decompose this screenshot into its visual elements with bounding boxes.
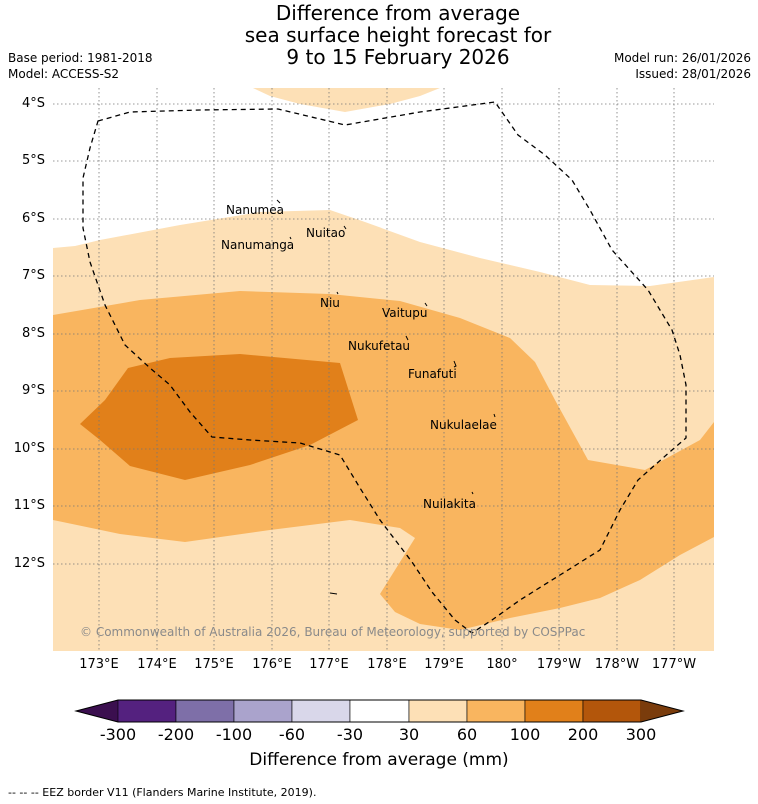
- anomaly-30-60-north-patch: [253, 88, 440, 112]
- base-period: Base period: 1981-2018: [8, 51, 153, 65]
- lon-label: 175°E: [194, 657, 234, 672]
- island-south: [329, 592, 338, 595]
- island-funafuti: [453, 360, 457, 368]
- place-label-nuitao: Nuitao: [306, 226, 345, 240]
- island-nuilakita: [471, 491, 474, 495]
- lon-label: 178°W: [594, 657, 640, 672]
- lon-label: 174°E: [137, 657, 177, 672]
- place-label-nukulaelae: Nukulaelae: [430, 418, 497, 432]
- colorbar-segment: [408, 699, 468, 723]
- colorbar-tick-label: -30: [336, 725, 364, 744]
- island-vaitupu: [424, 302, 428, 307]
- lon-label: 176°E: [252, 657, 292, 672]
- issued-date: Issued: 28/01/2026: [635, 67, 751, 81]
- lat-label: 12°S: [13, 556, 45, 571]
- island-niu: [336, 291, 339, 295]
- colorbar-segment: [466, 699, 526, 723]
- colorbar-extend-high: [641, 700, 683, 722]
- colorbar: [74, 699, 685, 723]
- eez-border: [82, 101, 687, 634]
- colorbar-tick-label: -60: [278, 725, 306, 744]
- island-nanumea: [276, 199, 281, 204]
- place-label-vaitupu: Vaitupu: [382, 306, 428, 320]
- colorbar-tick-label: 60: [456, 725, 478, 744]
- grid-lines: [53, 88, 714, 651]
- colorbar-tick-label: -100: [215, 725, 253, 744]
- colorbar-title: Difference from average (mm): [249, 750, 509, 770]
- place-label-nanumea: Nanumea: [226, 203, 284, 217]
- lat-label: 4°S: [21, 96, 45, 111]
- lon-label: 177°W: [651, 657, 697, 672]
- island-nukulaelae: [493, 413, 496, 418]
- colorbar-segment: [524, 699, 584, 723]
- colorbar-segment: [349, 699, 410, 723]
- place-label-funafuti: Funafuti: [408, 367, 457, 381]
- place-label-nukufetau: Nukufetau: [348, 339, 410, 353]
- colorbar-tick-label: 200: [567, 725, 599, 744]
- colorbar-tick-label: 30: [398, 725, 420, 744]
- lat-label: 9°S: [21, 383, 45, 398]
- lon-label: 177°E: [309, 657, 349, 672]
- model-run: Model run: 26/01/2026: [613, 51, 751, 65]
- title-line-1: Difference from average: [275, 1, 521, 25]
- title-line-3: 9 to 15 February 2026: [286, 45, 510, 69]
- colorbar-tick-label: -200: [157, 725, 195, 744]
- lon-label: 179°E: [424, 657, 464, 672]
- lon-label: 180°: [486, 657, 518, 672]
- island-nanumanga: [289, 236, 292, 240]
- colorbar-tick-label: -300: [99, 725, 137, 744]
- colorbar-segment: [117, 699, 177, 723]
- model-name: Model: ACCESS-S2: [8, 67, 120, 81]
- colorbar-tick-label: 100: [509, 725, 541, 744]
- colorbar-segment: [291, 699, 351, 723]
- place-label-nanumanga: Nanumanga: [221, 238, 294, 252]
- lon-label: 178°E: [367, 657, 407, 672]
- lat-label: 5°S: [21, 153, 45, 168]
- lon-label: 179°W: [536, 657, 582, 672]
- island-nukufetau: [405, 335, 409, 341]
- lat-label: 10°S: [13, 441, 45, 456]
- lat-label: 6°S: [21, 211, 45, 226]
- colorbar-segment: [233, 699, 293, 723]
- colorbar-segment: [582, 699, 642, 723]
- title-line-2: sea surface height forecast for: [244, 23, 552, 47]
- place-label-nuilakita: Nuilakita: [423, 497, 476, 511]
- lon-label: 173°E: [79, 657, 119, 672]
- eez-legend: -- -- -- EEZ border V11 (Flanders Marine…: [8, 786, 317, 799]
- colorbar-segment: [175, 699, 235, 723]
- anomaly-100-200-region: [80, 354, 358, 480]
- lat-label: 11°S: [13, 498, 45, 513]
- island-nuitao: [343, 225, 347, 230]
- lat-label: 7°S: [21, 268, 45, 283]
- copyright-notice: © Commonwealth of Australia 2026, Bureau…: [80, 625, 585, 639]
- place-label-niu: Niu: [320, 296, 340, 310]
- island-marks: [276, 199, 496, 595]
- colorbar-extend-low: [76, 700, 118, 722]
- lat-label: 8°S: [21, 326, 45, 341]
- colorbar-tick-label: 300: [625, 725, 657, 744]
